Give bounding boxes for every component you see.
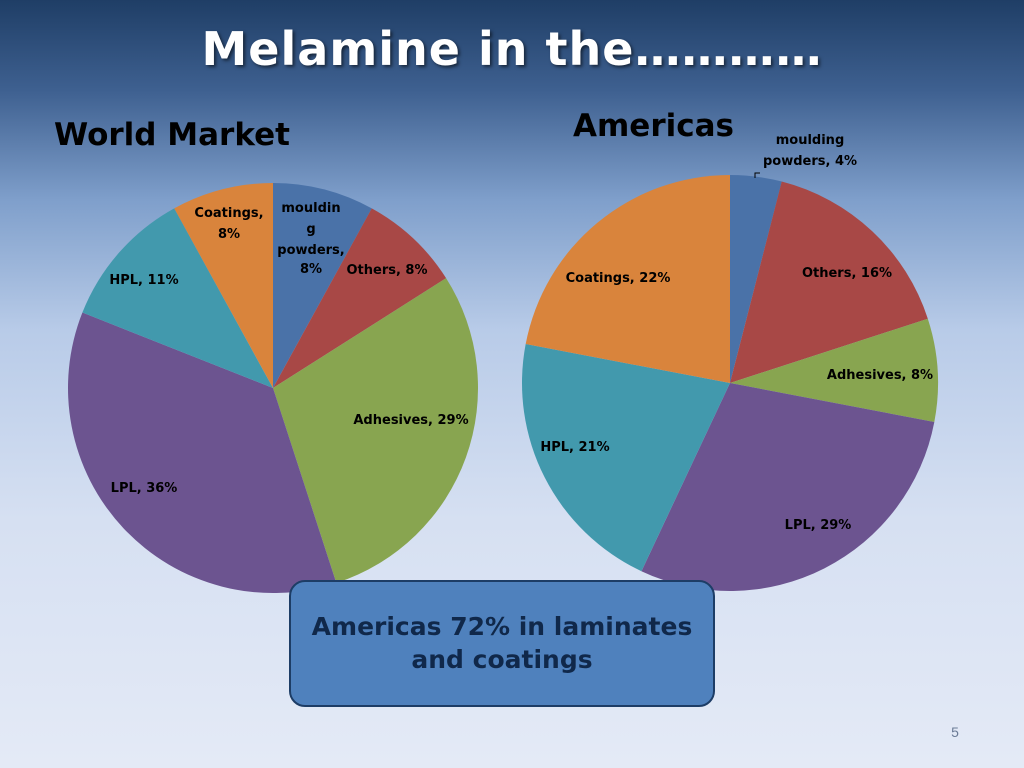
world-market-chart-title: World Market: [54, 117, 290, 153]
slide-title: Melamine in the…………: [201, 22, 823, 76]
americas-slice-moulding-powders: [730, 175, 782, 383]
americas-label-lpl: LPL, 29%: [785, 518, 852, 533]
americas-moulding-leader-line: [754, 172, 760, 178]
americas-label-hpl: HPL, 21%: [540, 440, 609, 455]
americas-slice-hpl: [521, 344, 730, 572]
world-slice-hpl: [82, 208, 274, 388]
world-label-lpl: LPL, 36%: [111, 481, 178, 496]
world-slice-lpl: [68, 312, 337, 594]
callout-box: Americas 72% in laminates and coatings: [289, 580, 715, 707]
americas-label-others: Others, 16%: [802, 266, 892, 281]
world-slice-moulding-powders: [273, 183, 372, 388]
world-label-coatings: Coatings, 8%: [194, 206, 263, 242]
americas-label-moulding-powders: moulding powders, 4%: [763, 133, 857, 169]
world-slice-others: [273, 208, 447, 388]
americas-chart-title: Americas: [573, 108, 734, 144]
americas-slice-coatings: [525, 174, 730, 383]
world-label-moulding-powders: mouldin g powders, 8%: [277, 201, 344, 277]
callout-text: Americas 72% in laminates and coatings: [311, 612, 693, 674]
world-label-hpl: HPL, 11%: [109, 273, 178, 288]
americas-label-coatings: Coatings, 22%: [566, 271, 671, 286]
world-slice-adhesives: [273, 278, 479, 583]
world-slice-coatings: [174, 183, 273, 388]
world-label-adhesives: Adhesives, 29%: [353, 413, 468, 428]
world-label-others: Others, 8%: [346, 263, 427, 278]
americas-slice-lpl: [641, 383, 935, 591]
page-number: 5: [951, 724, 959, 740]
americas-slice-others: [730, 181, 928, 383]
americas-slice-adhesives: [730, 318, 939, 422]
americas-label-adhesives: Adhesives, 8%: [827, 368, 933, 383]
